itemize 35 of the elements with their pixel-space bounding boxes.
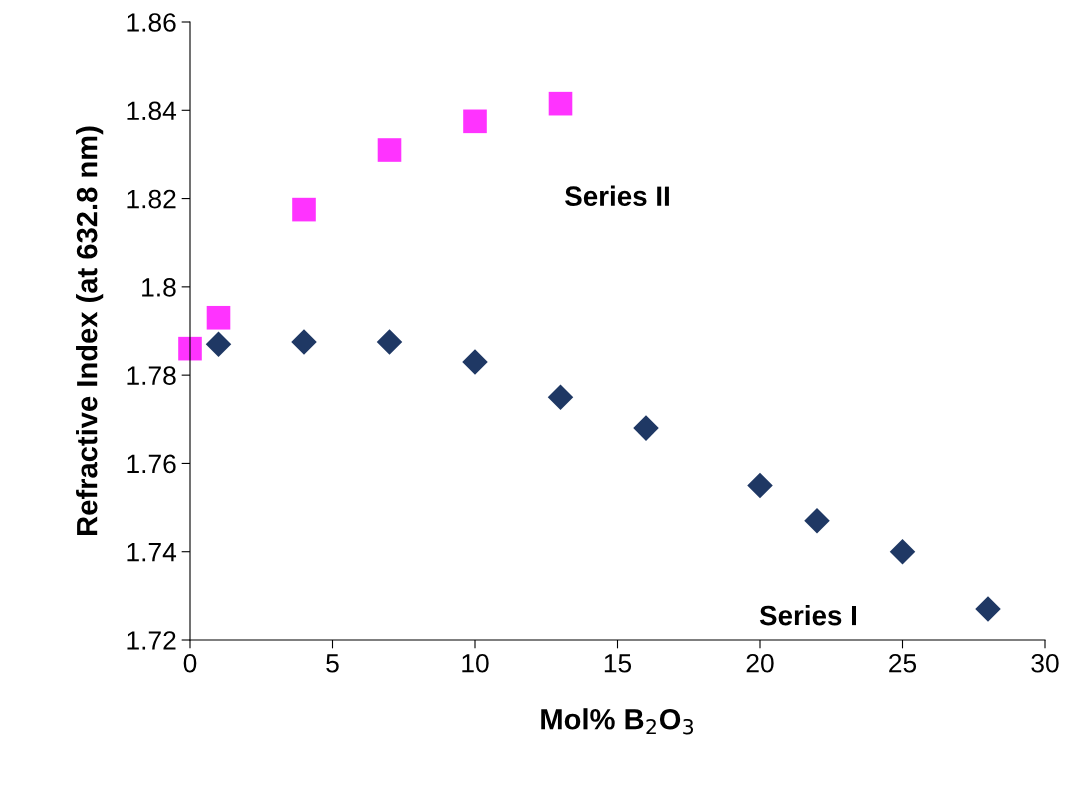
point xyxy=(548,91,573,116)
y-tick-label: 1.8 xyxy=(142,277,176,297)
point xyxy=(804,508,830,534)
y-tick-label: 1.78 xyxy=(127,366,176,385)
x-axis-title: Mol% B$_{2}$O$_{3}$ xyxy=(541,708,694,735)
y-tick-label: 1.76 xyxy=(127,454,176,474)
point xyxy=(747,472,773,499)
x-tick-label: 0 xyxy=(183,653,197,673)
y-tick-label: 1.84 xyxy=(127,101,177,121)
point xyxy=(291,329,317,355)
point xyxy=(206,305,231,330)
y-tick-label: 1.82 xyxy=(127,189,176,209)
x-tick-label: 15 xyxy=(604,654,632,673)
point xyxy=(377,138,402,162)
y-axis-title: Refractive Index (at 632.8 nm) xyxy=(76,126,104,535)
point xyxy=(547,384,574,410)
y-tick-label: 1.86 xyxy=(127,13,176,32)
point xyxy=(462,349,488,375)
point xyxy=(292,197,316,222)
point xyxy=(376,329,403,355)
point xyxy=(463,109,487,134)
text: Series I xyxy=(759,604,857,626)
point xyxy=(633,415,659,441)
x-tick-label: 20 xyxy=(746,653,774,673)
text: Series II xyxy=(565,185,669,207)
y-tick-label: 1.72 xyxy=(127,631,176,650)
point xyxy=(889,538,916,565)
x-tick-label: 30 xyxy=(1031,653,1059,673)
x-tick-label: 25 xyxy=(889,653,917,673)
x-tick-label: 10 xyxy=(462,653,489,673)
point xyxy=(975,596,1001,622)
x-tick-label: 5 xyxy=(326,654,339,673)
point xyxy=(178,336,202,361)
y-tick-label: 1.74 xyxy=(127,543,177,562)
point xyxy=(205,331,232,358)
